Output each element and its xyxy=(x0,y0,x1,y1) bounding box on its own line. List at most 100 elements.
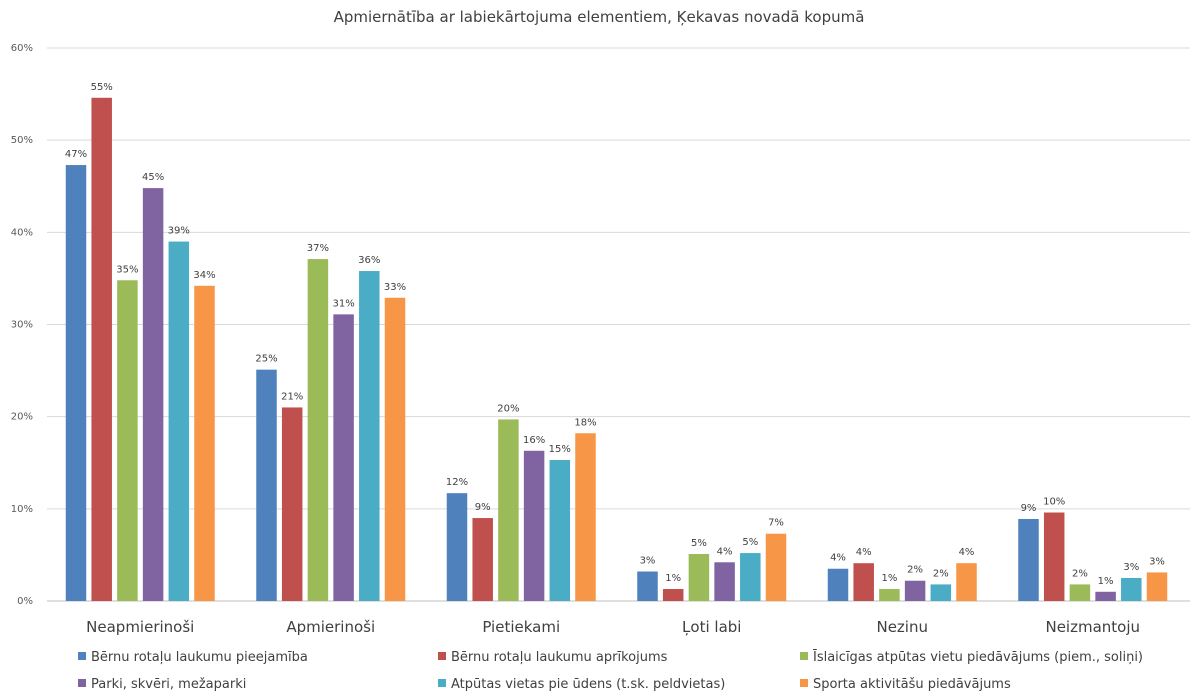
data-label: 4% xyxy=(959,547,975,558)
data-label: 7% xyxy=(768,518,784,529)
y-tick-label: 30% xyxy=(11,320,33,331)
legend-swatch xyxy=(438,652,446,660)
x-category-label: Nezinu xyxy=(876,618,928,636)
bar xyxy=(1069,584,1091,601)
data-label: 21% xyxy=(281,391,303,402)
bar xyxy=(714,562,735,601)
bar xyxy=(904,580,926,601)
legend-entry: Parki, skvēri, mežaparki xyxy=(91,677,246,692)
bar xyxy=(307,259,329,601)
bar xyxy=(1043,512,1065,601)
bar xyxy=(359,271,380,601)
data-label: 47% xyxy=(65,149,87,160)
data-label: 3% xyxy=(640,556,656,567)
x-category-label: Neizmantoju xyxy=(1045,618,1140,636)
bar xyxy=(256,369,277,601)
y-tick-label: 0% xyxy=(17,596,33,607)
bar xyxy=(827,568,849,601)
data-label: 3% xyxy=(1123,562,1139,573)
data-label: 2% xyxy=(907,565,923,576)
bar xyxy=(853,563,874,601)
data-label: 15% xyxy=(549,444,571,455)
bar xyxy=(91,97,112,602)
data-label: 9% xyxy=(475,502,491,513)
data-label: 5% xyxy=(742,537,758,548)
x-category-label: Neapmierinoši xyxy=(86,618,194,636)
data-label: 55% xyxy=(91,82,113,93)
bars xyxy=(65,97,1168,602)
x-axis: Neapmierinoši Apmierinoši Pietiekami Ļoti l… xyxy=(86,618,1140,636)
bar xyxy=(1018,518,1039,601)
y-tick-label: 40% xyxy=(11,227,33,238)
data-label: 1% xyxy=(881,573,897,584)
legend: Bērnu rotaļu laukumu pieejamība Bērnu rot… xyxy=(78,650,1143,692)
data-label: 37% xyxy=(307,243,329,254)
bar xyxy=(765,533,787,601)
gridlines xyxy=(47,47,1190,602)
legend-entry: Īslaicīgas atpūtas vietu piedāvājums (pi… xyxy=(813,650,1143,665)
bar xyxy=(740,553,761,601)
data-label: 25% xyxy=(255,354,277,365)
data-label: 10% xyxy=(1043,497,1065,508)
data-label: 34% xyxy=(193,270,215,281)
bar xyxy=(688,553,710,601)
bar xyxy=(117,280,138,601)
data-label: 2% xyxy=(1072,568,1088,579)
bar xyxy=(472,518,493,601)
bar xyxy=(333,314,354,601)
bar xyxy=(194,285,215,601)
bar xyxy=(549,459,571,601)
bar xyxy=(930,584,952,601)
data-label: 39% xyxy=(168,226,190,237)
bar xyxy=(384,297,406,601)
legend-entry: Bērnu rotaļu laukumu pieejamība xyxy=(91,650,308,665)
bar xyxy=(956,563,977,601)
y-tick-label: 60% xyxy=(11,43,33,54)
legend-entry: Atpūtas vietas pie ūdens (t.sk. peldviet… xyxy=(451,677,725,692)
bar xyxy=(142,188,164,602)
data-label: 3% xyxy=(1149,556,1165,567)
bar xyxy=(498,419,519,601)
data-labels: 47% 55% 35% 45% 39% 34% 25% 21% 37% 31% 36% 33% 12% 9… xyxy=(65,82,1165,587)
data-label: 2% xyxy=(933,568,949,579)
data-label: 45% xyxy=(142,172,164,183)
legend-swatch xyxy=(78,679,86,687)
y-tick-label: 20% xyxy=(11,412,33,423)
data-label: 33% xyxy=(384,282,406,293)
bar xyxy=(1095,591,1116,601)
legend-swatch xyxy=(800,679,808,687)
y-tick-label: 10% xyxy=(11,504,33,515)
bar xyxy=(446,493,468,601)
data-label: 4% xyxy=(856,547,872,558)
bar xyxy=(523,450,545,601)
y-axis: 0% 10% 20% 30% 40% 50% 60% xyxy=(11,43,33,607)
bar xyxy=(281,407,303,601)
data-label: 36% xyxy=(358,255,380,266)
data-label: 4% xyxy=(830,553,846,564)
data-label: 5% xyxy=(691,538,707,549)
data-label: 18% xyxy=(574,417,596,428)
bar xyxy=(879,589,900,601)
data-label: 9% xyxy=(1021,503,1037,514)
bar xyxy=(662,589,684,601)
data-label: 16% xyxy=(523,435,545,446)
data-label: 1% xyxy=(665,573,681,584)
data-label: 20% xyxy=(497,403,519,414)
bar xyxy=(575,433,596,601)
data-label: 35% xyxy=(116,264,138,275)
bar xyxy=(637,571,658,601)
legend-swatch xyxy=(438,679,446,687)
legend-swatch xyxy=(800,652,808,660)
x-category-label: Apmierinoši xyxy=(286,618,375,636)
bar xyxy=(1121,577,1142,601)
chart-title: Apmiernātība ar labiekārtojuma elementie… xyxy=(334,8,865,26)
data-label: 31% xyxy=(332,298,354,309)
bar xyxy=(168,241,190,602)
y-tick-label: 50% xyxy=(11,135,33,146)
x-category-label: Pietiekami xyxy=(482,618,560,636)
data-label: 1% xyxy=(1098,576,1114,587)
bar xyxy=(65,165,87,601)
bar xyxy=(1146,572,1168,601)
x-category-label: Ļoti labi xyxy=(682,618,741,636)
